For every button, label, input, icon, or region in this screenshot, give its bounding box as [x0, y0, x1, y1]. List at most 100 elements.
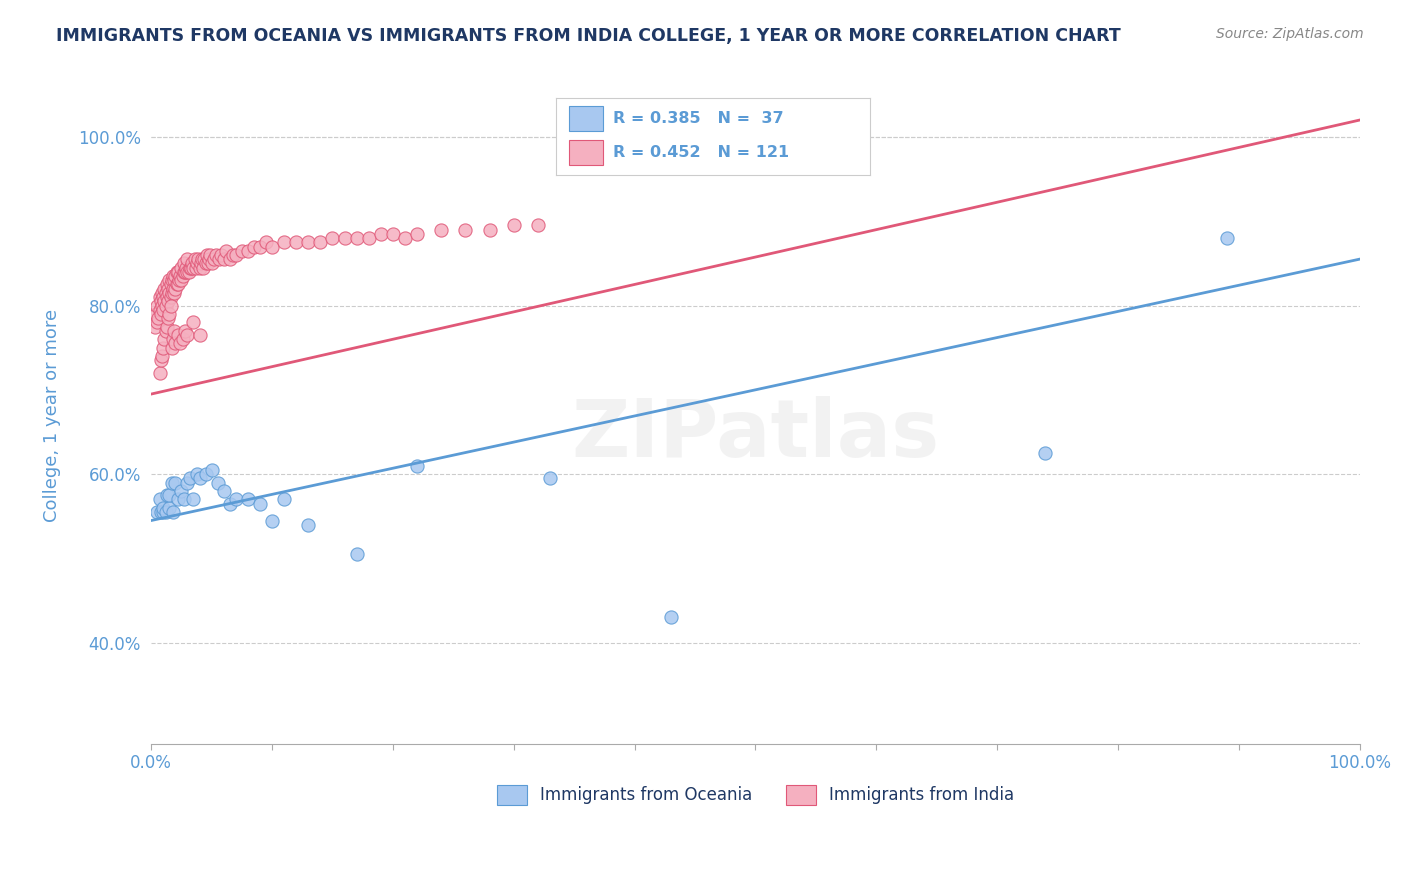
Point: [430, 222, 453, 236]
Point: [172, 268, 194, 283]
Point: [155, 285, 177, 300]
Point: [149, 366, 172, 380]
Point: [149, 505, 172, 519]
Point: [153, 282, 176, 296]
Point: [146, 505, 169, 519]
Point: [183, 492, 205, 507]
Point: [165, 475, 187, 490]
Point: [183, 315, 205, 329]
Point: [659, 610, 682, 624]
Point: [143, 319, 166, 334]
Point: [478, 222, 501, 236]
Point: [173, 265, 195, 279]
Point: [166, 265, 188, 279]
Point: [260, 239, 283, 253]
Point: [145, 307, 167, 321]
Point: [159, 290, 181, 304]
Point: [260, 514, 283, 528]
Point: [163, 285, 186, 300]
Point: [170, 483, 193, 498]
Point: [157, 285, 180, 300]
Point: [538, 471, 561, 485]
Point: [160, 273, 183, 287]
Point: [209, 248, 232, 262]
Point: [225, 248, 247, 262]
Point: [152, 500, 174, 515]
Point: [159, 277, 181, 292]
Point: [167, 273, 190, 287]
Point: [146, 299, 169, 313]
Point: [170, 260, 193, 275]
Point: [381, 227, 404, 241]
Point: [188, 328, 211, 343]
Point: [157, 488, 180, 502]
Point: [163, 324, 186, 338]
Point: [179, 260, 201, 275]
Point: [157, 294, 180, 309]
Point: [157, 282, 180, 296]
Point: [243, 239, 266, 253]
Point: [1215, 231, 1237, 245]
Point: [370, 227, 392, 241]
Point: [273, 235, 295, 250]
Point: [225, 492, 247, 507]
Point: [273, 492, 295, 507]
Point: [346, 547, 368, 561]
Point: [149, 492, 172, 507]
Text: ZIPatlas: ZIPatlas: [571, 396, 939, 474]
Point: [197, 256, 219, 270]
Point: [159, 299, 181, 313]
Text: IMMIGRANTS FROM OCEANIA VS IMMIGRANTS FROM INDIA COLLEGE, 1 YEAR OR MORE CORRELA: IMMIGRANTS FROM OCEANIA VS IMMIGRANTS FR…: [56, 27, 1121, 45]
Point: [169, 336, 191, 351]
Point: [179, 471, 201, 485]
Point: [346, 231, 368, 245]
Point: [231, 244, 253, 258]
Point: [200, 248, 222, 262]
Point: [166, 277, 188, 292]
Point: [236, 492, 259, 507]
Point: [333, 231, 356, 245]
Point: [156, 277, 179, 292]
Point: [184, 260, 207, 275]
Point: [157, 307, 180, 321]
Point: [155, 505, 177, 519]
Point: [160, 285, 183, 300]
Point: [195, 248, 218, 262]
Point: [190, 256, 212, 270]
Point: [202, 252, 225, 267]
Point: [249, 239, 271, 253]
Point: [174, 260, 197, 275]
Point: [212, 252, 235, 267]
Point: [218, 252, 240, 267]
Point: [172, 332, 194, 346]
Point: [454, 222, 477, 236]
Point: [187, 252, 209, 267]
Point: [148, 311, 170, 326]
Point: [186, 467, 208, 482]
Point: [156, 319, 179, 334]
Point: [297, 517, 319, 532]
Point: [188, 471, 211, 485]
Point: [153, 332, 176, 346]
Point: [309, 235, 332, 250]
Point: [162, 282, 184, 296]
Point: [215, 244, 238, 258]
Point: [193, 252, 215, 267]
Point: [150, 285, 173, 300]
Point: [406, 227, 429, 241]
Point: [181, 256, 204, 270]
Point: [155, 324, 177, 338]
Point: [156, 488, 179, 502]
Point: [157, 273, 180, 287]
Point: [162, 268, 184, 283]
Point: [321, 231, 343, 245]
Point: [194, 256, 217, 270]
Point: [394, 231, 416, 245]
Point: [160, 475, 183, 490]
Point: [150, 349, 173, 363]
Point: [152, 505, 174, 519]
Point: [149, 353, 172, 368]
Point: [152, 302, 174, 317]
Point: [174, 265, 197, 279]
Point: [149, 294, 172, 309]
